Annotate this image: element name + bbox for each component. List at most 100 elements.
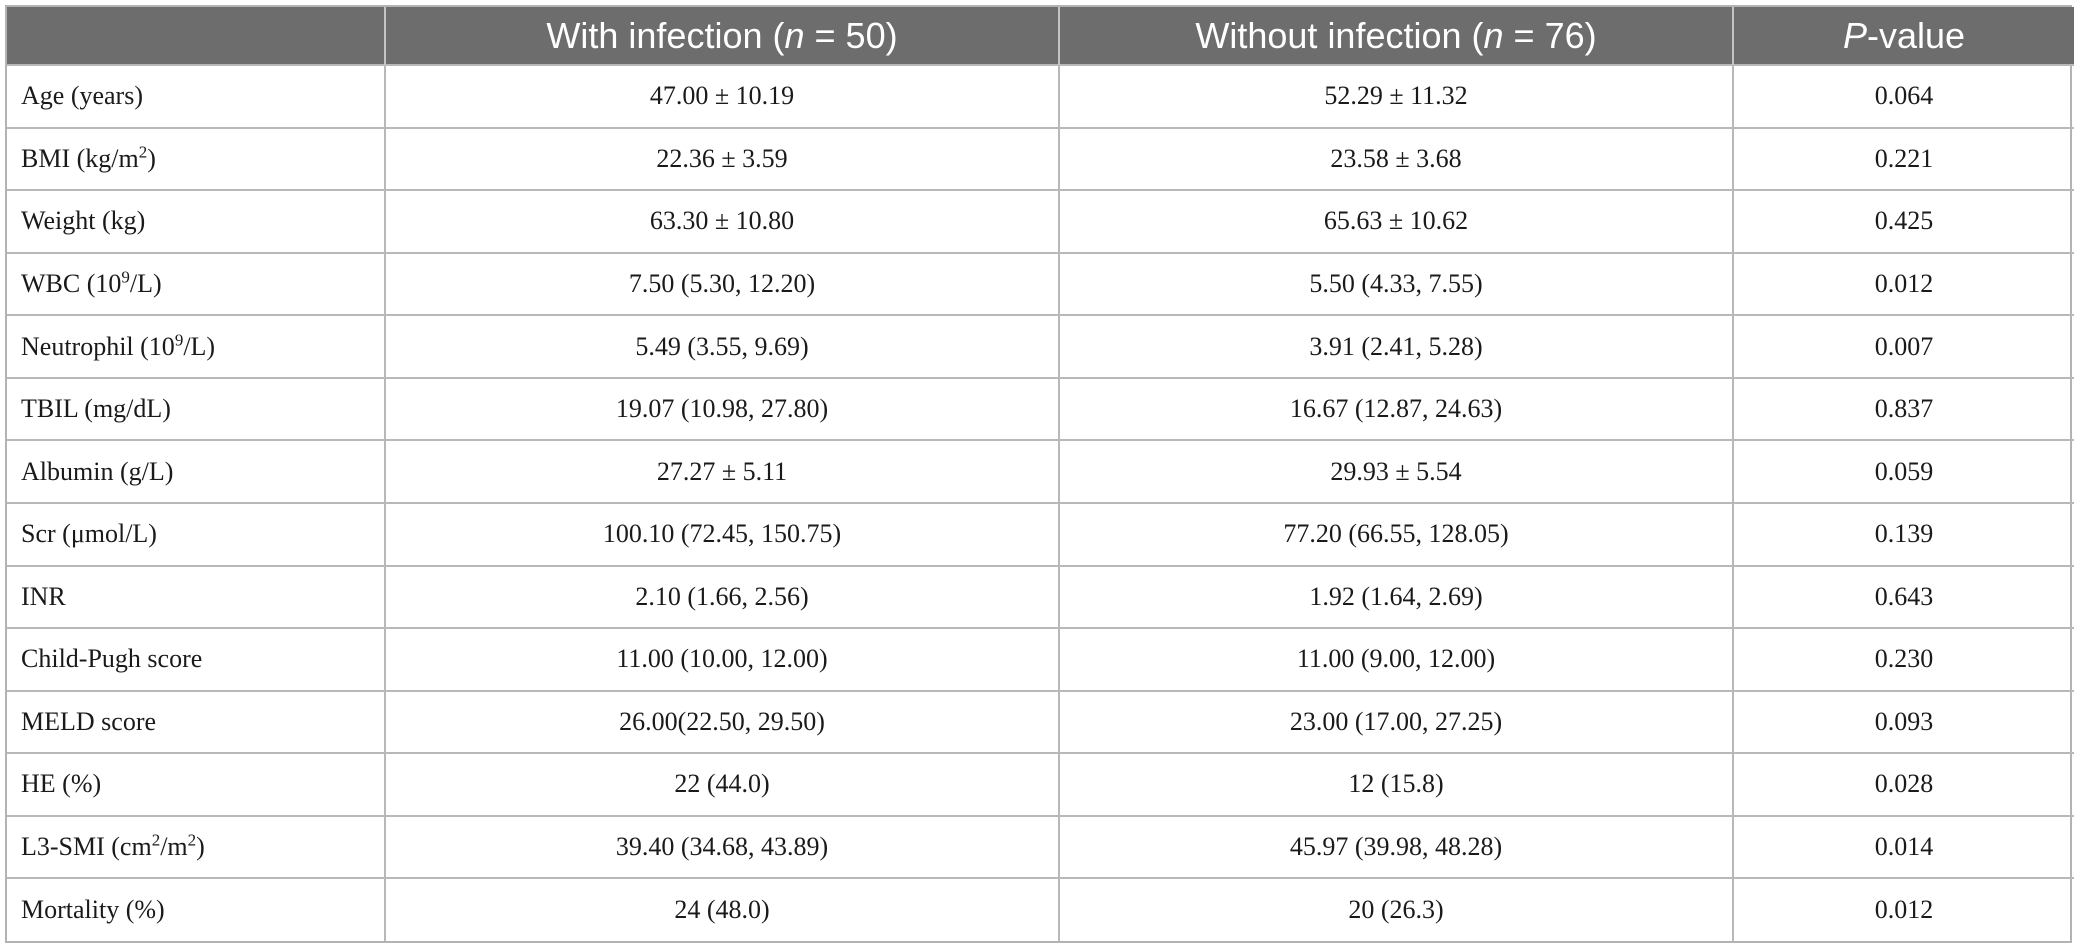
table-row: WBC (109/L) 7.50 (5.30, 12.20) 5.50 (4.33,… xyxy=(7,251,2074,317)
cell-p-value: 0.093 xyxy=(1732,689,2074,755)
table-row: TBIL (mg/dL) 19.07 (10.98, 27.80) 16.67 (1… xyxy=(7,376,2074,442)
cell-without-infection: 65.63 ± 10.62 xyxy=(1058,189,1734,254)
cell-without-infection: 29.93 ± 5.54 xyxy=(1058,439,1734,504)
row-label: Mortality (%) xyxy=(7,877,386,941)
table-row: Scr (μmol/L) 100.10 (72.45, 150.75) 77.20 … xyxy=(7,501,2074,567)
cell-p-value: 0.012 xyxy=(1732,251,2074,317)
row-label-post2: ) xyxy=(196,832,205,862)
row-label: Child-Pugh score xyxy=(7,627,386,692)
cell-with-infection: 22 (44.0) xyxy=(384,752,1060,817)
row-label-sup: 9 xyxy=(121,267,130,287)
row-label: MELD score xyxy=(7,689,386,755)
cell-with-infection: 100.10 (72.45, 150.75) xyxy=(384,501,1060,567)
cell-p-value: 0.221 xyxy=(1732,126,2074,192)
cell-p-value: 0.007 xyxy=(1732,314,2074,379)
row-label-sup: 9 xyxy=(174,329,184,349)
cell-p-value: 0.014 xyxy=(1732,814,2074,880)
cell-with-infection: 2.10 (1.66, 2.56) xyxy=(384,564,1060,630)
table-row: BMI (kg/m2) 22.36 ± 3.59 23.58 ± 3.68 0.221 xyxy=(7,126,2074,192)
header-without-infection-suffix: = 76) xyxy=(1503,14,1597,56)
row-label-pre: Neutrophil (10 xyxy=(21,331,175,361)
cell-with-infection: 47.00 ± 10.19 xyxy=(384,64,1060,129)
cell-with-infection: 22.36 ± 3.59 xyxy=(384,126,1060,192)
cell-p-value: 0.012 xyxy=(1732,877,2074,941)
cell-p-value: 0.064 xyxy=(1732,64,2074,129)
header-without-infection-n: n xyxy=(1483,14,1504,56)
cell-p-value: 0.059 xyxy=(1732,439,2074,504)
cell-with-infection: 27.27 ± 5.11 xyxy=(384,439,1060,504)
cell-without-infection: 20 (26.3) xyxy=(1058,877,1734,941)
cell-without-infection: 52.29 ± 11.32 xyxy=(1058,64,1734,129)
row-label: TBIL (mg/dL) xyxy=(7,376,386,442)
cell-with-infection: 39.40 (34.68, 43.89) xyxy=(384,814,1060,880)
header-p-var: P xyxy=(1842,14,1867,56)
table-body: Age (years) 47.00 ± 10.19 52.29 ± 11.32 0.0… xyxy=(7,64,2074,941)
row-label: L3-SMI (cm2/m2) xyxy=(7,814,386,880)
cell-p-value: 0.230 xyxy=(1732,627,2074,692)
table-row: Age (years) 47.00 ± 10.19 52.29 ± 11.32 0.0… xyxy=(7,64,2074,129)
row-label-sup: 2 xyxy=(138,142,148,162)
row-label-pre: Weight (kg) xyxy=(21,206,146,236)
data-table-container: With infection (n = 50) Without infectio… xyxy=(5,5,2074,943)
header-with-infection-prefix: With infection ( xyxy=(546,14,785,56)
row-label: INR xyxy=(7,564,386,630)
cell-p-value: 0.028 xyxy=(1732,752,2074,817)
cell-with-infection: 11.00 (10.00, 12.00) xyxy=(384,627,1060,692)
header-with-infection: With infection (n = 50) xyxy=(384,7,1060,65)
row-label-post: /L) xyxy=(129,268,162,298)
cell-p-value: 0.643 xyxy=(1732,564,2074,630)
clinical-characteristics-table: With infection (n = 50) Without infectio… xyxy=(7,7,2074,941)
row-label: Scr (μmol/L) xyxy=(7,501,386,567)
header-variable xyxy=(7,7,386,65)
row-label-pre: Mortality (%) xyxy=(21,895,165,925)
cell-with-infection: 5.49 (3.55, 9.69) xyxy=(384,314,1060,379)
table-row: HE (%) 22 (44.0) 12 (15.8) 0.028 xyxy=(7,752,2074,817)
cell-without-infection: 11.00 (9.00, 12.00) xyxy=(1058,627,1734,692)
row-label-pre: Child-Pugh score xyxy=(21,644,203,674)
cell-with-infection: 7.50 (5.30, 12.20) xyxy=(384,251,1060,317)
cell-with-infection: 24 (48.0) xyxy=(384,877,1060,941)
header-with-infection-suffix: = 50) xyxy=(804,14,898,56)
cell-p-value: 0.425 xyxy=(1732,189,2074,254)
cell-without-infection: 12 (15.8) xyxy=(1058,752,1734,817)
cell-p-value: 0.837 xyxy=(1732,376,2074,442)
table-header: With infection (n = 50) Without infectio… xyxy=(7,7,2074,65)
cell-with-infection: 63.30 ± 10.80 xyxy=(384,189,1060,254)
header-with-infection-n: n xyxy=(784,14,805,56)
cell-without-infection: 5.50 (4.33, 7.55) xyxy=(1058,251,1734,317)
cell-without-infection: 77.20 (66.55, 128.05) xyxy=(1058,501,1734,567)
row-label-post: ) xyxy=(147,143,156,173)
header-p-suffix: -value xyxy=(1866,14,1966,56)
header-p-value: P-value xyxy=(1732,7,2074,65)
table-row: L3-SMI (cm2/m2) 39.40 (34.68, 43.89) 45.97… xyxy=(7,814,2074,880)
cell-without-infection: 45.97 (39.98, 48.28) xyxy=(1058,814,1734,880)
table-row: MELD score 26.00(22.50, 29.50) 23.00 (17.0… xyxy=(7,689,2074,755)
cell-without-infection: 16.67 (12.87, 24.63) xyxy=(1058,376,1734,442)
header-row: With infection (n = 50) Without infectio… xyxy=(7,7,2074,65)
table-row: Mortality (%) 24 (48.0) 20 (26.3) 0.012 xyxy=(7,877,2074,941)
row-label-sup: 2 xyxy=(151,830,161,850)
cell-p-value: 0.139 xyxy=(1732,501,2074,567)
row-label-pre: BMI (kg/m xyxy=(21,143,139,173)
table-row: Child-Pugh score 11.00 (10.00, 12.00) 11.0… xyxy=(7,627,2074,692)
row-label: WBC (109/L) xyxy=(7,251,386,317)
cell-without-infection: 1.92 (1.64, 2.69) xyxy=(1058,564,1734,630)
cell-without-infection: 23.58 ± 3.68 xyxy=(1058,126,1734,192)
cell-without-infection: 3.91 (2.41, 5.28) xyxy=(1058,314,1734,379)
row-label-pre: INR xyxy=(21,581,66,611)
cell-without-infection: 23.00 (17.00, 27.25) xyxy=(1058,689,1734,755)
table-row: Neutrophil (109/L) 5.49 (3.55, 9.69) 3.91 … xyxy=(7,314,2074,379)
row-label-sup2: 2 xyxy=(187,830,197,850)
header-without-infection: Without infection (n = 76) xyxy=(1058,7,1734,65)
row-label-pre: L3-SMI (cm xyxy=(21,832,152,862)
row-label: BMI (kg/m2) xyxy=(7,126,386,192)
header-without-infection-prefix: Without infection ( xyxy=(1195,14,1484,56)
row-label-pre: TBIL (mg/dL) xyxy=(21,394,171,424)
row-label-pre: Albumin (g/L) xyxy=(21,456,174,486)
row-label: Weight (kg) xyxy=(7,189,386,254)
cell-with-infection: 26.00(22.50, 29.50) xyxy=(384,689,1060,755)
row-label-post: /L) xyxy=(183,331,216,361)
row-label-pre: MELD score xyxy=(21,706,157,736)
row-label-pre: Scr (μmol/L) xyxy=(21,519,157,549)
row-label-pre: WBC (10 xyxy=(21,268,122,298)
